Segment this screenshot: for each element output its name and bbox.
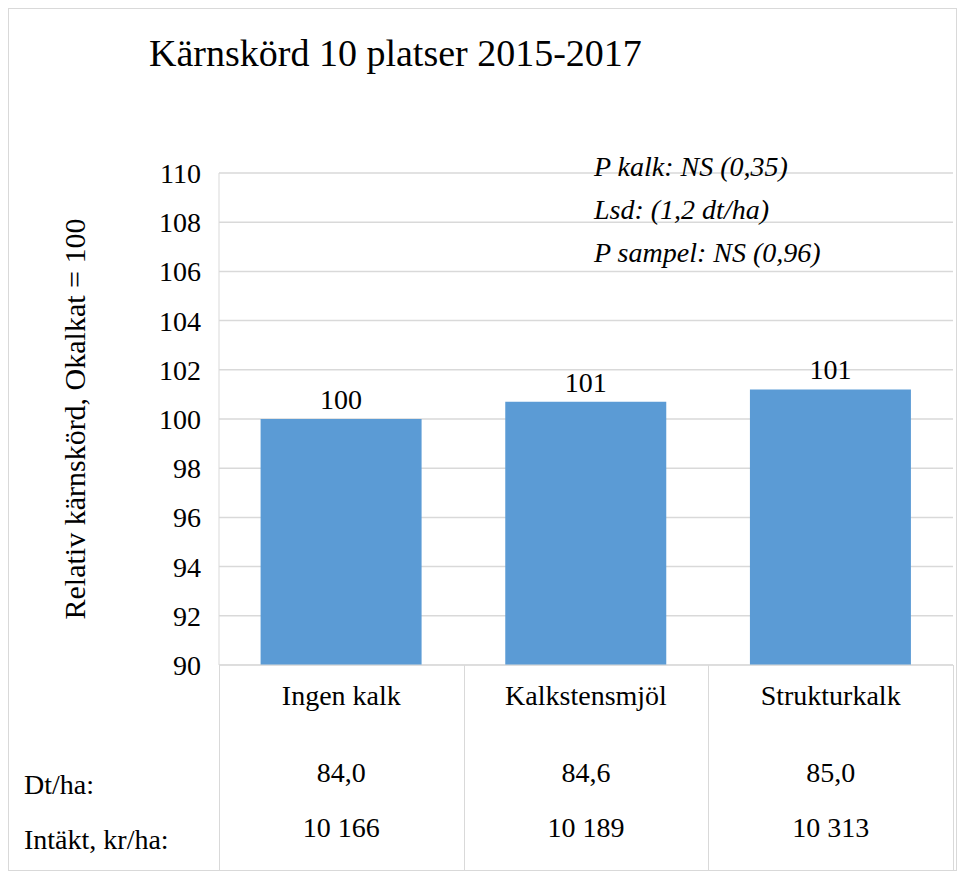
html-text:84,6: 84,6 — [561, 757, 611, 788]
html-text:P sampel: NS (0,96): P sampel: NS (0,96) — [594, 237, 821, 268]
svg-text:Relativ kärnskörd, Okalkat = 1: Relativ kärnskörd, Okalkat = 100 — [58, 218, 91, 619]
html-text:Intäkt, kr/ha:: Intäkt, kr/ha: — [24, 824, 169, 855]
html-text:10 166: 10 166 — [302, 812, 380, 843]
html-text:Kärnskörd 10 platser 2015-2017: Kärnskörd 10 platser 2015-2017 — [149, 32, 642, 74]
svg-text:Strukturkalk: Strukturkalk — [761, 680, 901, 711]
svg-text:101: 101 — [565, 367, 607, 398]
html-text:85,0: 85,0 — [806, 757, 856, 788]
svg-text:101: 101 — [809, 354, 851, 385]
svg-text:110: 110 — [160, 158, 201, 189]
svg-text:92: 92 — [173, 601, 201, 632]
svg-text:90: 90 — [173, 650, 201, 681]
svg-text:106: 106 — [159, 256, 201, 287]
svg-text:104: 104 — [159, 306, 201, 337]
svg-text:Ingen kalk: Ingen kalk — [282, 680, 401, 711]
svg-text:96: 96 — [173, 502, 201, 533]
html-text:84,0: 84,0 — [316, 757, 366, 788]
svg-text:100: 100 — [159, 404, 201, 435]
svg-text:98: 98 — [173, 453, 201, 484]
html-text:10 189: 10 189 — [547, 812, 625, 843]
html-text:10 313: 10 313 — [792, 812, 870, 843]
svg-text:94: 94 — [173, 552, 201, 583]
svg-text:108: 108 — [159, 207, 201, 238]
svg-text:100: 100 — [320, 384, 362, 415]
svg-text:Kalkstensmjöl: Kalkstensmjöl — [505, 680, 667, 711]
html-text:Dt/ha:: Dt/ha: — [24, 769, 94, 800]
svg-text:102: 102 — [159, 355, 201, 386]
html-text:P kalk: NS (0,35): P kalk: NS (0,35) — [594, 151, 788, 182]
html-text:Lsd: (1,2 dt/ha): Lsd: (1,2 dt/ha) — [594, 194, 769, 225]
